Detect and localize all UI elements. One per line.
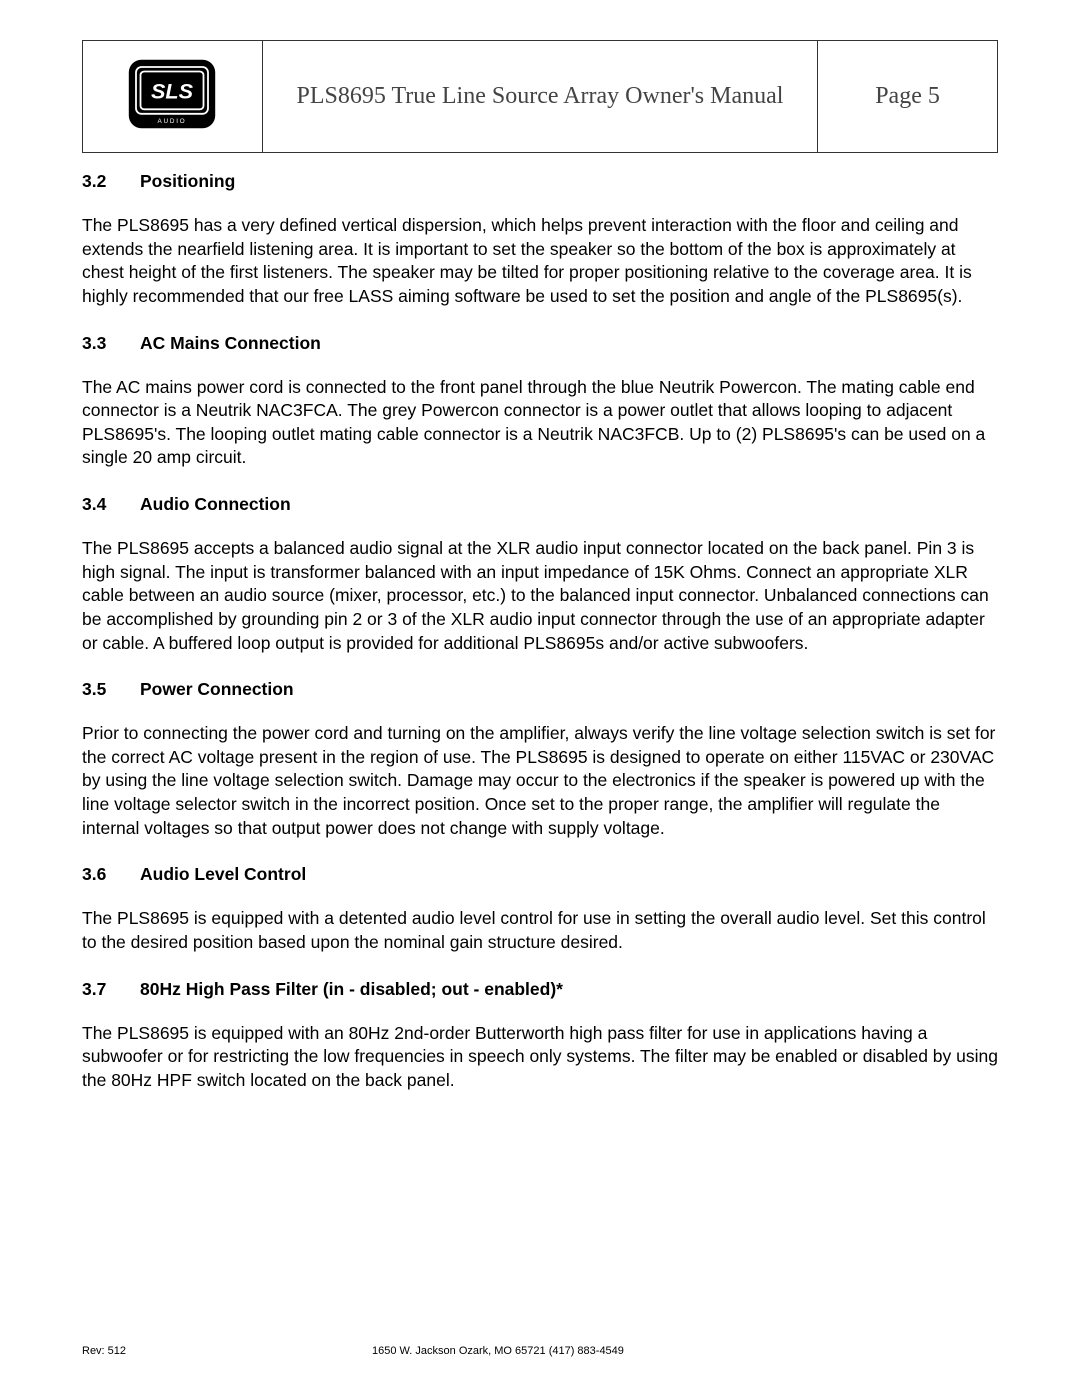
section-number: 3.6: [82, 864, 140, 885]
section-number: 3.3: [82, 333, 140, 354]
section-heading: 3.4Audio Connection: [82, 494, 998, 515]
section-number: 3.4: [82, 494, 140, 515]
page-footer: Rev: 512 1650 W. Jackson Ozark, MO 65721…: [82, 1345, 998, 1357]
section-body: The PLS8695 accepts a balanced audio sig…: [82, 537, 998, 655]
section-body: The PLS8695 has a very defined vertical …: [82, 214, 998, 309]
section-title: Positioning: [140, 171, 235, 191]
section-body: The AC mains power cord is connected to …: [82, 376, 998, 471]
section-number: 3.7: [82, 979, 140, 1000]
svg-text:AUDIO: AUDIO: [158, 118, 187, 125]
section-title: Power Connection: [140, 679, 294, 699]
section-number: 3.5: [82, 679, 140, 700]
section-3-2: 3.2Positioning The PLS8695 has a very de…: [82, 171, 998, 309]
section-3-4: 3.4Audio Connection The PLS8695 accepts …: [82, 494, 998, 655]
section-3-3: 3.3AC Mains Connection The AC mains powe…: [82, 333, 998, 471]
document-page: SLS AUDIO PLS8695 True Line Source Array…: [0, 0, 1080, 1397]
logo-cell: SLS AUDIO: [83, 41, 263, 153]
section-body: The PLS8695 is equipped with a detented …: [82, 907, 998, 954]
footer-revision: Rev: 512: [82, 1345, 126, 1357]
section-number: 3.2: [82, 171, 140, 192]
header-page-number: Page 5: [818, 41, 998, 153]
header-table: SLS AUDIO PLS8695 True Line Source Array…: [82, 40, 998, 153]
footer-address: 1650 W. Jackson Ozark, MO 65721 (417) 88…: [372, 1345, 624, 1357]
section-title: Audio Level Control: [140, 864, 306, 884]
sls-audio-logo-icon: SLS AUDIO: [127, 58, 217, 130]
section-heading: 3.6Audio Level Control: [82, 864, 998, 885]
section-heading: 3.5Power Connection: [82, 679, 998, 700]
header-title: PLS8695 True Line Source Array Owner's M…: [262, 41, 817, 153]
section-title: AC Mains Connection: [140, 333, 321, 353]
section-body: The PLS8695 is equipped with an 80Hz 2nd…: [82, 1022, 998, 1093]
section-heading: 3.3AC Mains Connection: [82, 333, 998, 354]
section-title: Audio Connection: [140, 494, 291, 514]
section-body: Prior to connecting the power cord and t…: [82, 722, 998, 840]
section-title: 80Hz High Pass Filter (in - disabled; ou…: [140, 979, 563, 999]
section-heading: 3.780Hz High Pass Filter (in - disabled;…: [82, 979, 998, 1000]
section-3-6: 3.6Audio Level Control The PLS8695 is eq…: [82, 864, 998, 954]
section-heading: 3.2Positioning: [82, 171, 998, 192]
section-3-5: 3.5Power Connection Prior to connecting …: [82, 679, 998, 840]
svg-text:SLS: SLS: [151, 79, 194, 104]
section-3-7: 3.780Hz High Pass Filter (in - disabled;…: [82, 979, 998, 1093]
